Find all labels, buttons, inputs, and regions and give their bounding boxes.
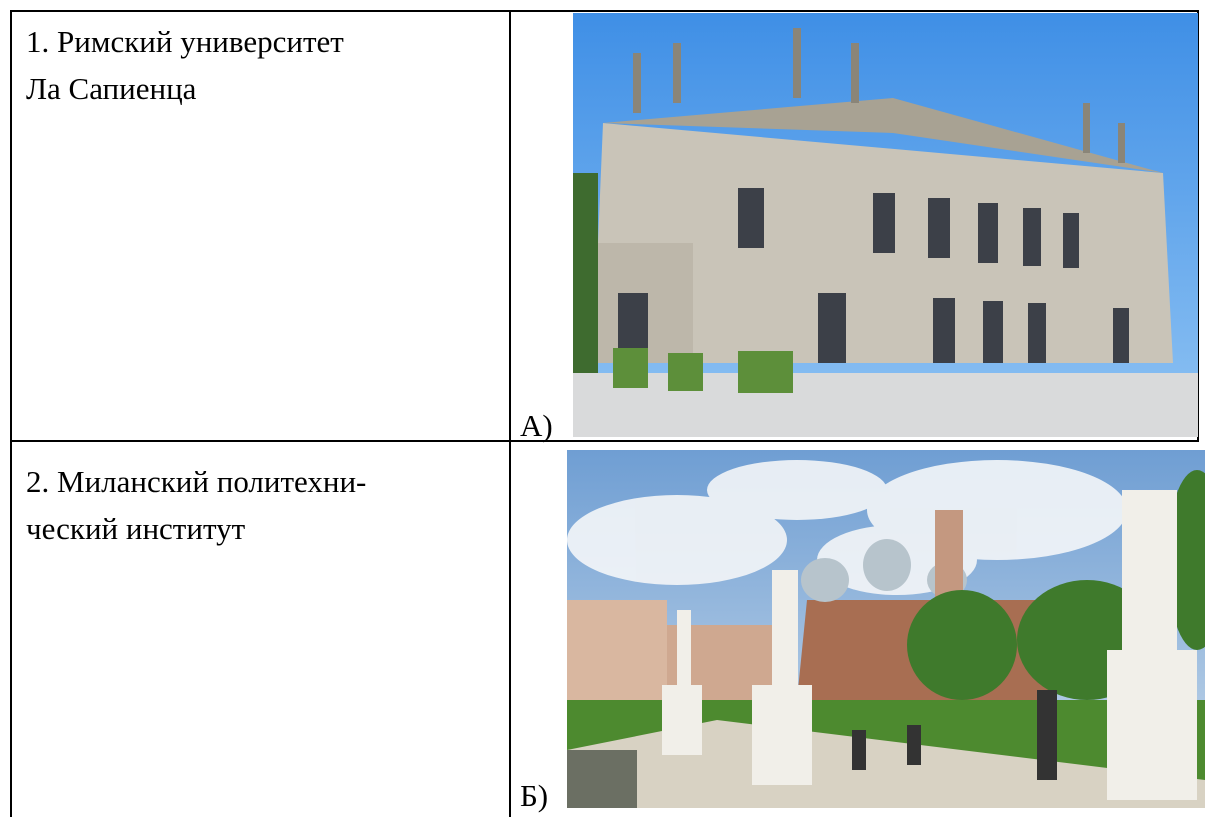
photo-a <box>573 13 1198 437</box>
border-left <box>10 10 12 817</box>
marker: А) <box>520 402 553 449</box>
marker: Б) <box>520 772 548 819</box>
cell-text: 1. Римский университет Ла Сапиенца <box>26 18 344 112</box>
text-line: Ла Сапиенца <box>26 65 344 112</box>
photo-b <box>567 450 1205 808</box>
border-mid <box>10 440 1198 442</box>
cell-text: 2. Миланский политехни- ческий институт <box>26 458 366 552</box>
page: 1. Римский университет Ла Сапиенца 2. Ми… <box>0 0 1211 817</box>
border-top <box>10 10 1198 12</box>
border-center <box>509 10 511 817</box>
text-line: ческий институт <box>26 505 366 552</box>
text-line: 2. Миланский политехни- <box>26 458 366 505</box>
text-line: 1. Римский университет <box>26 18 344 65</box>
